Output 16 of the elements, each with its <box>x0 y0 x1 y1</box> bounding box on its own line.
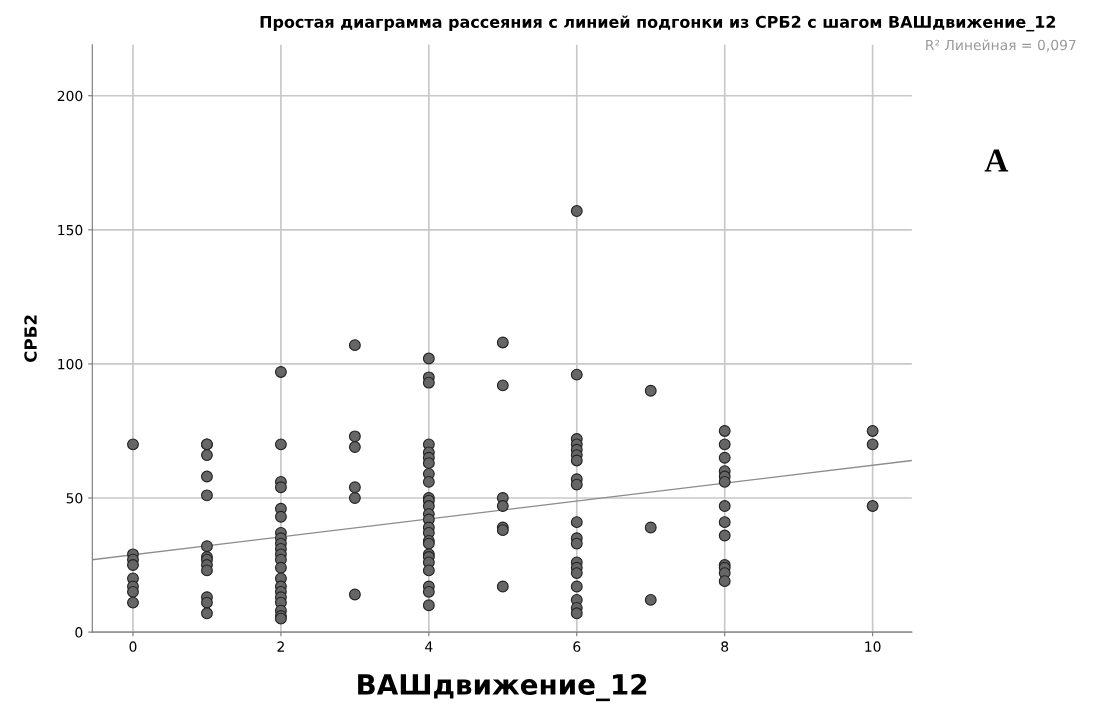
x-tick-label: 10 <box>865 641 881 652</box>
text: A <box>984 149 1009 172</box>
x-tick-label: 4 <box>425 641 433 652</box>
chart-title: Простая диаграмма рассеяния с линией подгонки из СРБ2 с шагом ВАШдвижение_12 <box>260 15 1056 32</box>
x-tick-label: 0 <box>129 641 137 652</box>
text: R² Линейная = 0,097 <box>926 39 1076 52</box>
x-tick-label: 8 <box>721 641 729 652</box>
y-axis-title: СРБ2 <box>24 315 37 362</box>
y-tick-label: 150 <box>58 224 83 236</box>
y-tick-label: 50 <box>66 492 83 504</box>
y-tick-label: 200 <box>57 90 83 102</box>
x-tick-label: 6 <box>573 641 581 652</box>
y-tick-label: 100 <box>58 358 83 370</box>
x-tick-label: 2 <box>277 641 284 652</box>
x-axis-title: ВАШдвижение_12 <box>358 673 647 702</box>
y-tick-label: 0 <box>75 627 83 638</box>
